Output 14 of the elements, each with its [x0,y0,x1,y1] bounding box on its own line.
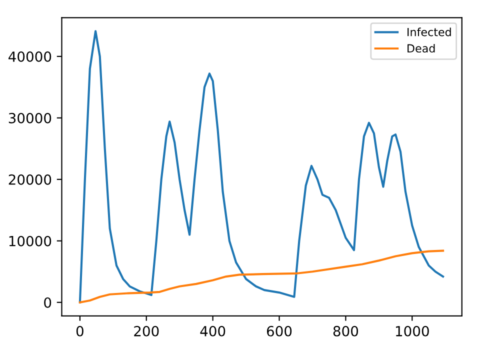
x-tick-label: 600 [266,326,292,336]
y-tick-label: 20000 [8,174,52,185]
y-tick-label: 0 [44,297,52,308]
x-tick-label: 200 [134,326,159,336]
x-tick-label: 400 [200,326,226,336]
line-series [78,250,444,304]
y-tick-label: 30000 [8,112,52,124]
legend-label: Dead [408,44,435,53]
legend-label: Infected [408,28,451,36]
x-tick-label: 0 [76,326,84,336]
x-tick-label: 800 [333,326,358,336]
y-tick-label: 40000 [8,51,52,62]
y-tick-label: 10000 [9,236,52,246]
x-tick-label: 1000 [396,326,429,336]
